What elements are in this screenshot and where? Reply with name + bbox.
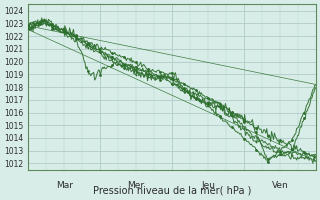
Text: Mer: Mer (128, 181, 145, 190)
Text: Mar: Mar (56, 181, 73, 190)
Text: Ven: Ven (271, 181, 288, 190)
X-axis label: Pression niveau de la mer( hPa ): Pression niveau de la mer( hPa ) (93, 186, 251, 196)
Text: Jeu: Jeu (201, 181, 215, 190)
